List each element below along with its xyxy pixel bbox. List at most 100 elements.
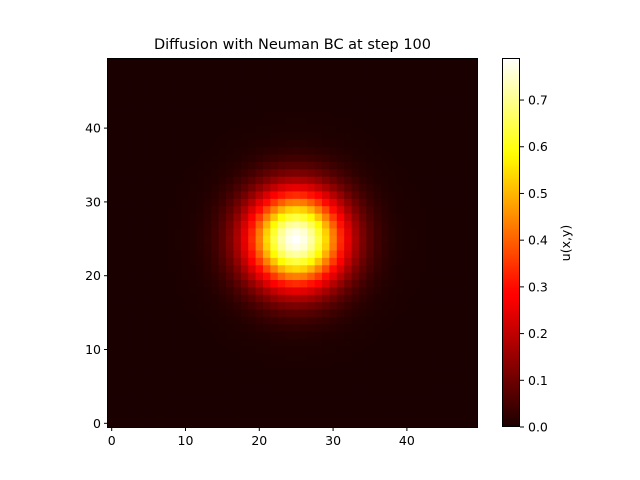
heatmap-cell xyxy=(292,131,301,140)
heatmap-cell xyxy=(395,183,404,192)
heatmap-cell xyxy=(255,353,264,362)
heatmap-cell xyxy=(447,102,456,111)
heatmap-cell xyxy=(181,353,190,362)
heatmap-cell xyxy=(108,176,116,185)
heatmap-cell xyxy=(358,286,367,295)
heatmap-cell xyxy=(211,397,220,406)
heatmap-cell xyxy=(322,390,330,399)
heatmap-cell xyxy=(233,301,242,310)
heatmap-cell xyxy=(388,294,397,303)
heatmap-cell xyxy=(144,183,153,192)
heatmap-cell xyxy=(395,345,404,354)
heatmap-cell xyxy=(144,161,153,170)
heatmap-cell xyxy=(351,205,360,214)
heatmap-cell xyxy=(277,146,286,155)
heatmap-cell xyxy=(432,286,441,295)
heatmap-cell xyxy=(454,212,463,221)
heatmap-cell xyxy=(270,161,279,170)
heatmap-cell xyxy=(358,190,367,199)
heatmap-cell xyxy=(314,353,323,362)
heatmap-cell xyxy=(425,94,434,103)
heatmap-cell xyxy=(189,146,198,155)
heatmap-cell xyxy=(447,367,456,376)
heatmap-cell xyxy=(211,146,220,155)
heatmap-cell xyxy=(425,397,434,406)
heatmap-cell xyxy=(329,308,338,317)
heatmap-cell xyxy=(130,367,139,376)
heatmap-cell xyxy=(285,94,294,103)
heatmap-cell xyxy=(218,65,227,74)
heatmap-cell xyxy=(270,198,279,207)
heatmap-cell xyxy=(381,419,390,428)
heatmap-cell xyxy=(336,190,345,199)
heatmap-cell xyxy=(425,227,434,236)
heatmap-cell xyxy=(299,323,308,332)
heatmap-cell xyxy=(174,316,183,325)
heatmap-cell xyxy=(218,331,227,340)
heatmap-cell xyxy=(417,87,426,96)
heatmap-cell xyxy=(122,139,131,148)
heatmap-cell xyxy=(211,390,220,399)
heatmap-cell xyxy=(262,190,271,199)
heatmap-cell xyxy=(174,257,183,266)
heatmap-cell xyxy=(211,220,220,229)
heatmap-cell xyxy=(108,139,116,148)
heatmap-cell xyxy=(373,257,382,266)
heatmap-cell xyxy=(233,397,242,406)
heatmap-cell xyxy=(248,131,257,140)
heatmap-cell xyxy=(218,279,227,288)
heatmap-cell xyxy=(196,176,205,185)
heatmap-cell xyxy=(130,235,139,244)
heatmap-cell xyxy=(108,161,116,170)
heatmap-cell xyxy=(307,117,316,126)
heatmap-cell xyxy=(366,331,375,340)
heatmap-cell xyxy=(292,220,301,229)
heatmap-cell xyxy=(115,264,124,273)
heatmap-cell xyxy=(322,198,330,207)
heatmap-cell xyxy=(189,72,198,81)
heatmap-cell xyxy=(351,117,360,126)
heatmap-cell xyxy=(292,153,301,162)
heatmap-cell xyxy=(130,345,139,354)
colorbar-tick-label: 0.1 xyxy=(528,373,548,388)
heatmap-cell xyxy=(336,301,345,310)
heatmap-cell xyxy=(462,183,471,192)
heatmap-cell xyxy=(277,190,286,199)
heatmap-cell xyxy=(108,397,116,406)
heatmap-cell xyxy=(336,109,345,118)
heatmap-cell xyxy=(344,397,353,406)
heatmap-cell xyxy=(322,242,330,251)
heatmap-cell xyxy=(144,286,153,295)
heatmap-cell xyxy=(130,87,139,96)
heatmap-cell xyxy=(292,301,301,310)
heatmap-cell xyxy=(322,367,330,376)
heatmap-cell xyxy=(358,242,367,251)
heatmap-cell xyxy=(395,124,404,133)
heatmap-cell xyxy=(167,301,176,310)
heatmap-cell xyxy=(469,212,478,221)
heatmap-cell xyxy=(248,190,257,199)
heatmap-cell xyxy=(233,272,242,280)
heatmap-cell xyxy=(307,279,316,288)
heatmap-cell xyxy=(388,153,397,162)
heatmap-cell xyxy=(218,124,227,133)
heatmap-cell xyxy=(262,375,271,384)
heatmap-cell xyxy=(203,331,212,340)
heatmap-cell xyxy=(336,264,345,273)
heatmap-cell xyxy=(137,94,146,103)
heatmap-cell xyxy=(255,308,264,317)
heatmap-cell xyxy=(130,286,139,295)
heatmap-cell xyxy=(410,161,419,170)
heatmap-cell xyxy=(233,153,242,162)
heatmap-cell xyxy=(211,323,220,332)
heatmap-cell xyxy=(248,382,257,391)
heatmap-cell xyxy=(262,308,271,317)
heatmap-cell xyxy=(329,80,338,89)
heatmap-cell xyxy=(417,360,426,369)
heatmap-cell xyxy=(189,168,198,177)
heatmap-cell xyxy=(233,382,242,391)
heatmap-cell xyxy=(226,242,235,251)
heatmap-cell xyxy=(336,72,345,81)
heatmap-cell xyxy=(240,316,249,325)
heatmap-cell xyxy=(181,161,190,170)
